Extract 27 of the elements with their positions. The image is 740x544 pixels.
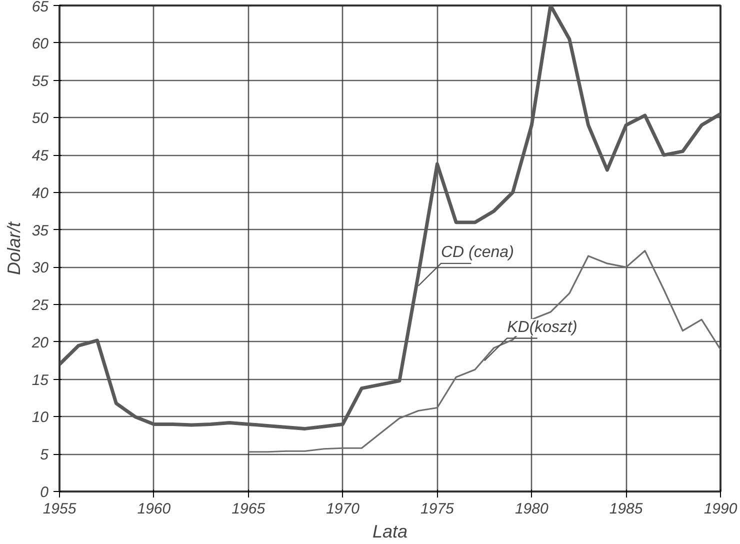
x-tick-label: 1980 [514,500,549,518]
y-tick-label: 5 [40,446,50,464]
y-tick-label: 20 [30,334,50,352]
x-axis-title: Lata [372,522,408,542]
x-tick-label: 1955 [42,500,77,518]
y-axis-title: Dolar/t [4,220,24,276]
y-tick-label: 45 [32,148,50,165]
y-tick-label: 40 [32,184,50,202]
x-tick-label: 1970 [326,500,360,518]
y-tick-label: 50 [32,110,50,128]
line-series [60,6,720,430]
y-tick-label: 30 [32,260,50,277]
y-tick-label: 35 [32,222,50,240]
y-tick-label: 65 [32,0,50,16]
y-tick-label: 55 [32,72,50,90]
y-tick-label: 15 [32,372,50,389]
x-tick-label: 1975 [420,500,455,518]
y-tick-label: 25 [30,297,50,314]
x-tick-label: 1965 [232,500,266,518]
x-tick-label: 1990 [704,500,738,518]
y-tick-label: 0 [40,484,50,501]
x-tick-label: 1960 [137,500,172,518]
y-tick-label: 10 [32,409,50,426]
annotation: KD(koszt) [507,318,578,336]
y-tick-label: 60 [32,35,50,52]
x-tick-label: 1985 [609,500,644,518]
annotation: CD (cena) [440,244,514,262]
